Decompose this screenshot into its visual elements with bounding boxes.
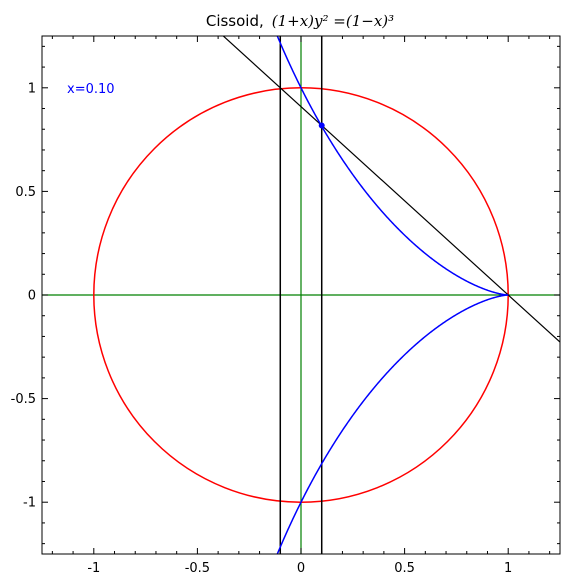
parameter-annotation: x=0.10 [67, 82, 115, 97]
x-tick-label: -0.5 [185, 561, 210, 576]
y-tick-label: -1 [23, 496, 36, 511]
y-tick-label: -0.5 [11, 392, 36, 407]
x-tick-label: -1 [87, 561, 100, 576]
chart-title-equation: (1+x)y² =(1−x)³ [272, 12, 394, 30]
x-tick-label: 1 [504, 561, 512, 576]
tick-labels: -1 -0.5 0 0.5 1 -1 -0.5 0 0.5 1 [11, 81, 513, 576]
x-tick-label: 0.5 [394, 561, 415, 576]
y-tick-label: 1 [28, 81, 36, 96]
plot-frame [41, 35, 561, 555]
chart-title-text: Cissoid, [206, 12, 264, 30]
x-tick-label: 0 [297, 561, 305, 576]
cissoid-lower-branch [276, 294, 509, 554]
cissoid-upper-branch [276, 36, 509, 296]
secant-line [222, 36, 560, 343]
marked-point [318, 122, 325, 129]
chart-title: Cissoid, (1+x)y² =(1−x)³ [206, 12, 394, 30]
y-tick-label: 0 [28, 289, 36, 304]
plot-marks [42, 36, 560, 554]
y-tick-label: 0.5 [15, 185, 36, 200]
